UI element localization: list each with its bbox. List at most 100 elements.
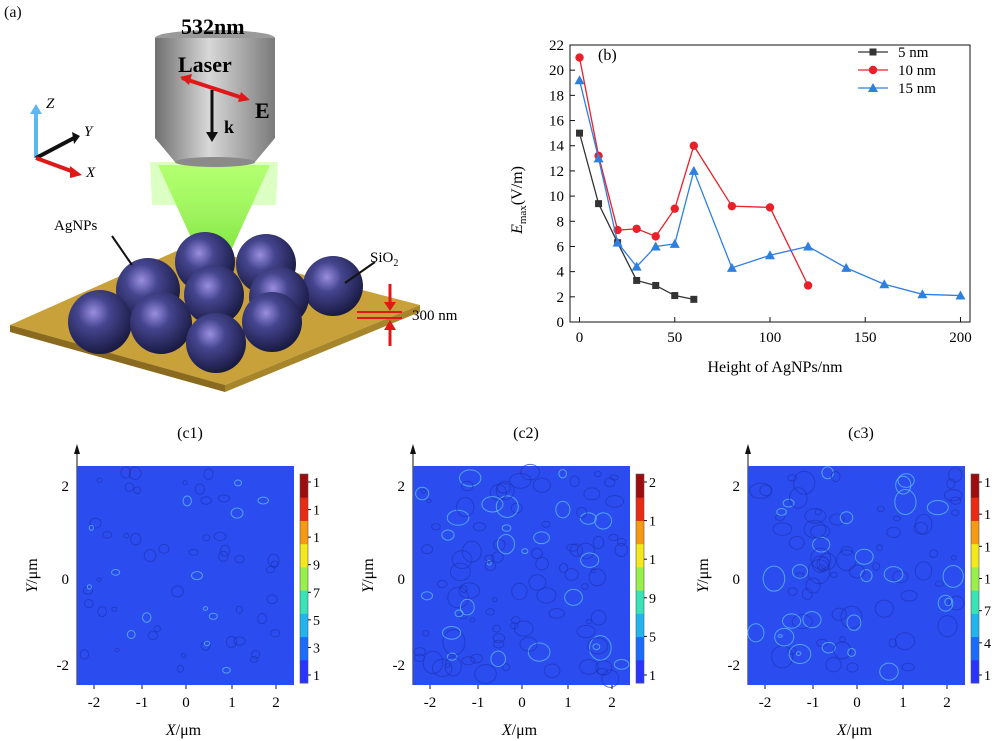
field-hotspot: [230, 507, 244, 519]
data-point: [652, 281, 660, 289]
field-hotspot: [446, 652, 458, 661]
field-hotspot: [474, 664, 497, 684]
field-hotspot: [782, 498, 795, 508]
field-hotspot: [492, 633, 506, 644]
field-hotspot: [502, 663, 511, 672]
field-hotspot: [86, 584, 92, 590]
field-hotspot: [266, 594, 278, 605]
panel-a-label: (a): [4, 4, 22, 21]
series-line: [578, 57, 809, 286]
heatmap-field: [77, 466, 294, 685]
field-hotspot: [590, 609, 607, 626]
field-hotspot: [872, 562, 881, 571]
field-hotspot: [527, 642, 551, 662]
field-hotspot: [558, 562, 569, 574]
data-point: [671, 292, 679, 300]
field-hotspot: [257, 612, 267, 625]
data-point: [650, 241, 661, 251]
field-hotspot: [901, 662, 915, 672]
field-hotspot: [114, 647, 120, 653]
field-hotspot: [791, 564, 809, 579]
field-hotspot: [461, 656, 476, 666]
field-hotspot: [202, 534, 211, 542]
field-hotspot: [595, 660, 613, 676]
field-hotspot: [913, 521, 929, 535]
field-hotspot: [446, 509, 470, 526]
field-hotspot: [413, 653, 426, 662]
field-hotspot: [886, 526, 901, 539]
data-point: [688, 165, 699, 175]
panel-b-chart: 0 50 100 150 200 0 2 4 6 8 10 12 14 16 18 20 22 5 nm 10 n…: [509, 38, 972, 376]
colorbar-tick-label: 9: [313, 559, 320, 574]
x-tick-label: 1: [899, 695, 907, 711]
data-point: [803, 241, 814, 251]
field-hotspot: [580, 552, 600, 568]
heatmap-ylabel: Y/μm: [24, 558, 41, 593]
field-hotspot: [804, 508, 827, 524]
heatmap-field: [748, 466, 965, 685]
field-hotspot: [569, 475, 580, 488]
field-hotspot: [583, 487, 601, 501]
field-hotspot: [592, 643, 601, 651]
colorbar-segment: [300, 474, 308, 498]
field-hotspot: [213, 531, 227, 542]
y-tick-label: 20: [549, 63, 564, 79]
field-hotspot: [270, 629, 281, 638]
field-hotspot: [208, 612, 218, 620]
field-hotspot: [749, 482, 772, 499]
colorbar-tick-label: 10: [984, 573, 991, 588]
x-tick-label: 0: [518, 695, 526, 711]
series-5-nm: [576, 129, 698, 303]
x-tick-label: 0: [576, 330, 584, 346]
field-hotspot: [176, 664, 184, 673]
heatmap-xlabel: X/μm: [501, 722, 538, 739]
field-hotspot: [442, 629, 466, 656]
colorbar-segment: [636, 543, 644, 568]
field-hotspot: [188, 548, 199, 556]
field-hotspot: [876, 544, 883, 552]
field-hotspot: [616, 537, 627, 547]
field-hotspot: [839, 511, 854, 525]
field-hotspot: [142, 612, 152, 623]
colorbar-segment: [971, 659, 979, 684]
field-hotspot: [833, 641, 852, 660]
colorbar-segment: [636, 520, 644, 545]
field-hotspot: [96, 577, 102, 582]
data-point: [803, 281, 813, 290]
field-hotspot: [812, 536, 831, 553]
field-hotspot: [811, 555, 830, 573]
field-hotspot: [222, 666, 231, 674]
sio2-label: SiO2: [370, 250, 398, 269]
field-hotspot: [441, 529, 455, 541]
data-point: [593, 153, 604, 163]
field-hotspot: [495, 480, 515, 501]
x-tick-label: -1: [472, 695, 485, 711]
field-hotspot: [840, 546, 854, 556]
field-hotspot: [579, 512, 597, 525]
field-hotspot: [860, 569, 873, 583]
field-hotspot: [79, 649, 90, 660]
field-hotspot: [803, 519, 827, 539]
chart-b-panel-label: (b): [598, 47, 617, 64]
field-hotspot: [789, 487, 808, 509]
field-hotspot: [791, 614, 814, 630]
colorbar-segment: [300, 613, 308, 638]
colorbar-segment: [300, 636, 308, 661]
field-hotspot: [126, 630, 136, 639]
x-tick-label: 1: [564, 695, 572, 711]
data-point: [765, 250, 775, 260]
field-hotspot: [520, 463, 541, 481]
field-hotspot: [948, 595, 965, 611]
field-hotspot: [536, 587, 557, 604]
field-hotspot: [788, 644, 812, 664]
field-hotspot: [102, 530, 113, 539]
field-hotspot: [124, 482, 135, 492]
field-hotspot: [943, 489, 963, 502]
field-hotspot: [586, 618, 592, 625]
field-hotspot: [576, 506, 588, 519]
field-hotspot: [788, 535, 805, 550]
colorbar-tick-label: 7: [984, 605, 991, 620]
y-tick-label: -2: [728, 658, 741, 674]
field-hotspot: [576, 624, 596, 639]
